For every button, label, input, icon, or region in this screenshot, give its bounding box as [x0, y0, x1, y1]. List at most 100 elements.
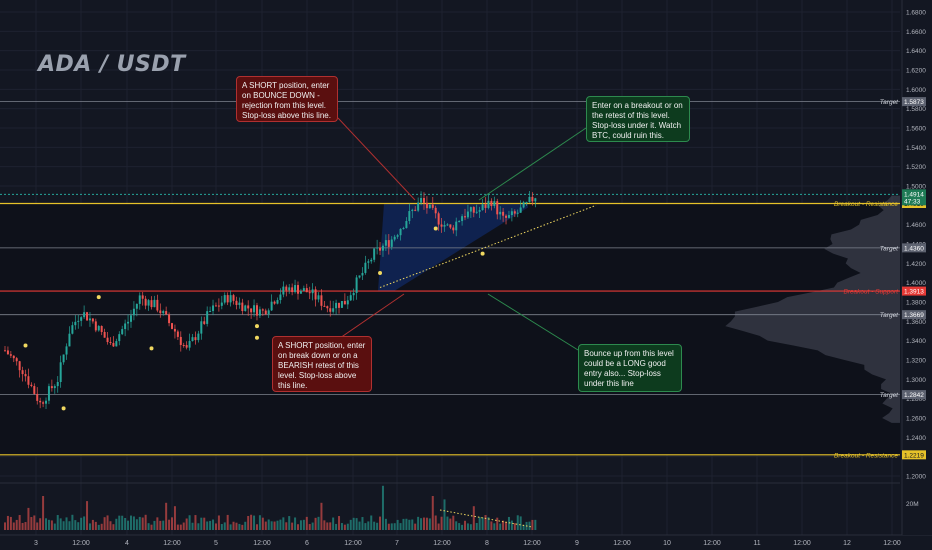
- candle-body: [396, 235, 399, 237]
- candle-body: [314, 289, 317, 300]
- pointer-long-bounce: [487, 293, 579, 351]
- y-tick-label: 1.2400: [906, 435, 926, 442]
- candle-body: [264, 310, 267, 315]
- candle-body: [115, 341, 118, 347]
- candle-body: [519, 207, 522, 213]
- y-tick-label: 1.2000: [906, 474, 926, 481]
- candle-body: [335, 302, 338, 309]
- candle-body: [226, 295, 229, 303]
- candle-body: [446, 224, 449, 226]
- candle-body: [443, 224, 446, 227]
- volume-bar: [33, 515, 36, 530]
- volume-bar: [127, 520, 130, 530]
- candle-body: [18, 361, 21, 371]
- triangle-highlight: [378, 203, 528, 292]
- volume-bar: [440, 516, 443, 530]
- candle-body: [9, 354, 12, 356]
- level-label: Target: [880, 392, 899, 399]
- candle-body: [241, 302, 244, 312]
- level-price: 1.5873: [904, 99, 924, 106]
- volume-bar: [165, 502, 168, 530]
- candle-body: [4, 350, 6, 352]
- y-tick-label: 1.3200: [906, 358, 926, 365]
- volume-bar: [65, 517, 68, 530]
- volume-bar: [247, 515, 250, 530]
- signal-dot: [96, 295, 101, 300]
- y-tick-label: 1.2600: [906, 416, 926, 423]
- volume-bar: [308, 524, 311, 530]
- volume-bar: [24, 522, 27, 530]
- volume-bar: [121, 515, 124, 530]
- candle-body: [464, 216, 467, 218]
- candle-body: [352, 292, 355, 296]
- volume-bar: [197, 523, 200, 530]
- volume-bar: [338, 516, 341, 530]
- candle-body: [261, 309, 264, 311]
- y-tick-label: 1.6000: [906, 87, 926, 94]
- candle-body: [449, 224, 452, 228]
- volume-bar: [496, 517, 499, 530]
- candle-body: [358, 275, 361, 278]
- note-short-bounce: A SHORT position, enter on BOUNCE DOWN -…: [236, 76, 338, 122]
- volume-bar: [405, 518, 408, 530]
- candle-body: [461, 216, 464, 222]
- candle-body: [428, 204, 431, 209]
- x-tick-label: 12:00: [883, 540, 901, 547]
- y-tick-label: 1.5000: [906, 184, 926, 191]
- volume-bar: [343, 524, 346, 530]
- candle-body: [124, 323, 127, 330]
- candle-body: [250, 308, 253, 313]
- candle-body: [367, 261, 370, 263]
- candle-body: [349, 295, 352, 301]
- level-label: Target: [880, 99, 899, 106]
- volume-bar: [100, 523, 103, 530]
- volume-bar: [217, 515, 220, 530]
- volume-bar: [258, 515, 261, 530]
- volume-bar: [86, 501, 89, 530]
- volume-bar: [302, 519, 305, 530]
- volume-bar: [191, 522, 194, 530]
- volume-bar: [437, 523, 440, 530]
- candle-body: [97, 326, 100, 331]
- volume-bar: [15, 519, 18, 530]
- volume-bar: [253, 515, 256, 530]
- y-tick-label: 1.6200: [906, 68, 926, 75]
- level-label: Target: [880, 312, 899, 319]
- candle-body: [329, 308, 332, 312]
- signal-dot: [254, 335, 259, 340]
- candle-body: [370, 259, 373, 262]
- x-tick-label: 12:00: [72, 540, 90, 547]
- volume-bar: [373, 521, 376, 530]
- volume-bar: [510, 520, 513, 530]
- volume-bar: [534, 519, 537, 530]
- volume-bar: [6, 515, 9, 530]
- volume-bar: [62, 521, 65, 530]
- level-label: Breakout - Resistance: [834, 452, 898, 459]
- candle-body: [86, 312, 89, 321]
- volume-bar: [320, 502, 323, 530]
- candle-body: [83, 312, 86, 318]
- y-tick-label: 1.3800: [906, 300, 926, 307]
- candle-body: [317, 295, 320, 300]
- volume-bar: [97, 524, 100, 530]
- candle-body: [141, 295, 144, 299]
- candle-countdown: 47:33: [904, 198, 921, 205]
- volume-bar: [387, 523, 390, 530]
- candle-body: [209, 311, 212, 313]
- candle-body: [379, 247, 382, 251]
- volume-bar: [408, 519, 411, 530]
- candle-body: [53, 386, 56, 389]
- candle-body: [387, 240, 390, 247]
- volume-bar: [434, 515, 437, 530]
- candle-body: [417, 202, 420, 211]
- volume-bar: [499, 523, 502, 530]
- volume-bar: [226, 514, 229, 530]
- volume-bar: [484, 515, 487, 530]
- candle-body: [420, 198, 423, 203]
- volume-bar: [361, 517, 364, 530]
- volume-bar: [27, 507, 30, 530]
- candle-body: [484, 204, 487, 208]
- volume-bar: [273, 521, 276, 530]
- candle-body: [308, 292, 311, 294]
